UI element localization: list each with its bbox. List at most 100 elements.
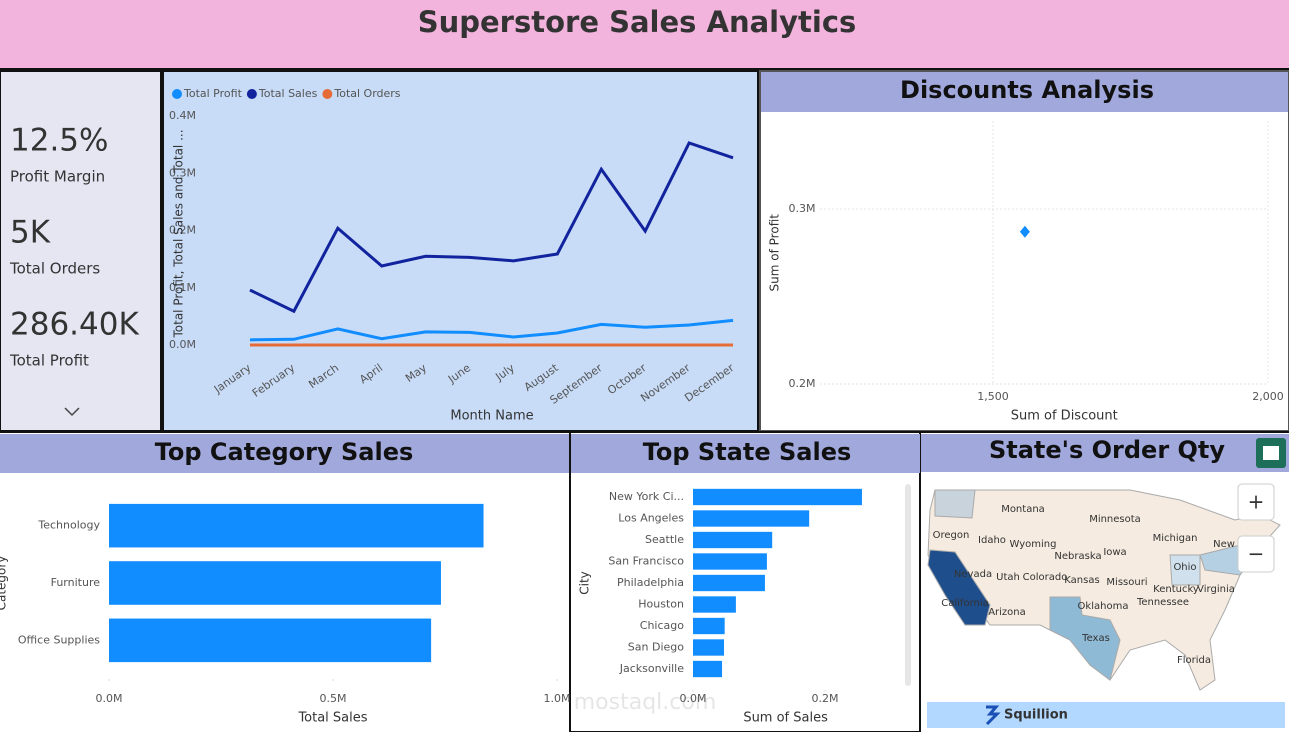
y-tick-label: Technology (37, 519, 100, 532)
title-bar (571, 434, 920, 473)
map-label: Nebraska (1054, 551, 1101, 562)
kpis: 12.5% Profit Margin 5K Total Orders 286.… (9, 123, 139, 417)
bar (109, 561, 441, 605)
map-label: Florida (1177, 655, 1211, 666)
map-label: Utah (996, 572, 1020, 583)
y-tick-label: 0.3M (169, 166, 196, 179)
line-series (249, 141, 734, 314)
map-label: Idaho (978, 535, 1006, 546)
x-tick-label: 0.0M (680, 692, 707, 705)
map-label: Nevada (954, 569, 992, 580)
map-label: Oregon (933, 530, 970, 541)
y-tick-label: Seattle (645, 533, 684, 546)
chart-title: Top State Sales (643, 438, 852, 466)
map-label: Wyoming (1010, 539, 1057, 550)
title-bar (921, 434, 1289, 472)
brand-bar (927, 702, 1285, 728)
x-tick-label: 0.2M (812, 692, 839, 705)
x-tick-label: 0.0M (96, 692, 123, 705)
x-tick-label: 1,500 (977, 390, 1009, 403)
x-axis-title: Sum of Discount (1011, 409, 1118, 424)
chart-title: Discounts Analysis (900, 76, 1154, 104)
map-state (934, 489, 976, 519)
kpi-label: Total Profit (9, 352, 89, 370)
map-label: Michigan (1153, 533, 1198, 544)
x-tick-label: 2,000 (1252, 390, 1284, 403)
kpi-label: Profit Margin (10, 168, 105, 186)
y-tick-label: Furniture (51, 576, 101, 589)
legend-marker (172, 89, 182, 99)
kpi-label: Total Orders (9, 260, 100, 278)
chevron[interactable] (64, 407, 80, 417)
brand-name: Squillion (1004, 708, 1068, 723)
y-tick-label: 0.3M (789, 202, 816, 215)
bar (109, 618, 432, 663)
y-tick-label: 0.2M (169, 224, 196, 237)
x-axis-title: Sum of Sales (743, 711, 828, 726)
map-label: Colorado (1023, 572, 1068, 583)
map-label: Oklahoma (1078, 601, 1129, 612)
legend-label: Total Orders (333, 87, 400, 100)
y-axis-title: City (578, 571, 592, 595)
map-label: New (1213, 539, 1235, 550)
map-label: Virginia (1197, 584, 1235, 595)
bar (693, 574, 765, 592)
y-axis-title: Sum of Profit (768, 214, 782, 292)
legend-marker (246, 89, 257, 99)
zoom-out-label: − (1248, 542, 1265, 566)
y-tick-label: 0.1M (169, 281, 196, 294)
kpi-value: 286.40K (10, 307, 139, 343)
chart-title: Top Category Sales (155, 438, 414, 466)
map: Montana Minnesota Oregon Idaho Wyoming M… (927, 483, 1285, 728)
map-title: State's Order Qty (989, 436, 1225, 464)
map-state (1169, 554, 1201, 586)
map-state (1049, 596, 1121, 681)
y-tick-label: 0.0M (169, 338, 196, 351)
map-label: Montana (1001, 504, 1045, 515)
y-tick-label: Jacksonville (619, 662, 685, 675)
x-axis-title: Month Name (450, 409, 533, 424)
title-bar (761, 72, 1288, 112)
y-axis-title: Category (0, 556, 9, 611)
map-label: Minnesota (1089, 514, 1141, 525)
y-tick-label: San Francisco (608, 555, 684, 568)
y-tick-label: Chicago (640, 619, 684, 632)
y-tick-label: Philadelphia (617, 576, 684, 589)
kpi-value: 5K (10, 215, 51, 251)
y-axis-title: Total Profit, Total Sales and Total ... (172, 129, 186, 338)
y-tick-label: San Diego (628, 641, 684, 654)
y-tick-label: Office Supplies (18, 633, 100, 646)
divider (0, 431, 1289, 433)
legend-marker (322, 89, 333, 99)
legend-label: Total Sales (258, 87, 318, 100)
legend-label: Total Profit (183, 87, 243, 100)
map-label: California (941, 598, 989, 609)
y-tick-label: 0.4M (169, 109, 196, 122)
bar (693, 531, 773, 549)
map-label: Kansas (1064, 575, 1099, 586)
x-tick-label: 0.5M (320, 692, 347, 705)
bar (693, 510, 810, 527)
zoom-in-label: + (1248, 490, 1265, 514)
zoom-in[interactable] (1237, 483, 1275, 521)
scatter-panel (759, 70, 1289, 432)
scatter-point (1019, 225, 1030, 238)
map-label: Texas (1081, 633, 1110, 644)
zoom-out[interactable] (1237, 535, 1275, 573)
bar (693, 596, 736, 613)
y-tick-label: 0.2M (789, 377, 816, 390)
bar (109, 503, 484, 548)
bar (693, 639, 725, 656)
bar (693, 553, 767, 570)
map-label: Missouri (1106, 577, 1147, 588)
kpi-panel (0, 70, 162, 432)
map-label: Kentucky (1153, 584, 1199, 595)
line-series (249, 318, 734, 342)
kpi-value: 12.5% (10, 123, 108, 159)
export-icon (1263, 446, 1279, 460)
bar (693, 488, 862, 506)
divider (0, 68, 1289, 71)
y-tick-label: New York Ci... (609, 490, 684, 503)
